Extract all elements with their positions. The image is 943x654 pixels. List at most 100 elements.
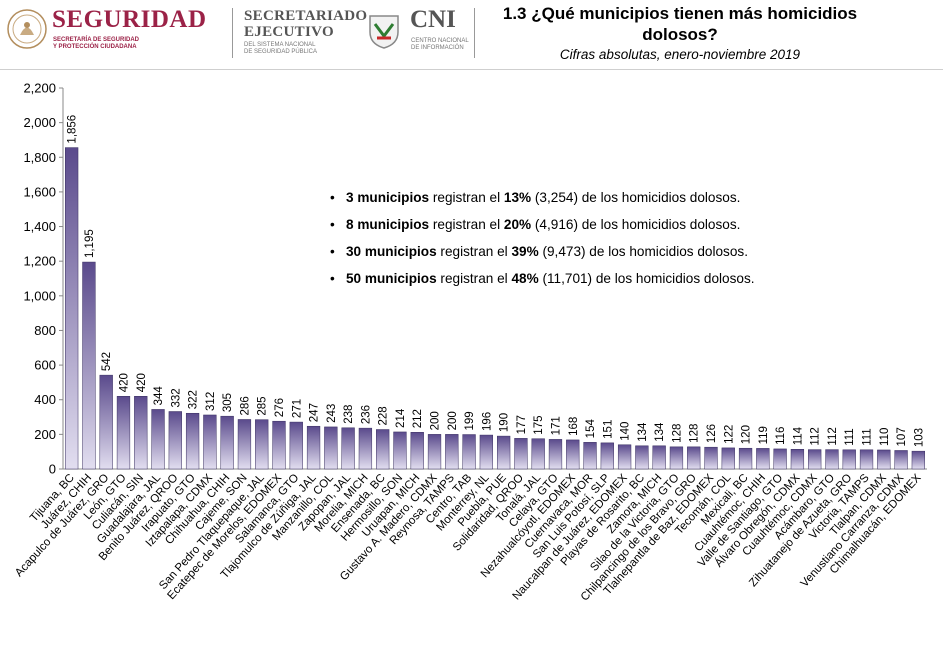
bar: [600, 442, 614, 470]
page-title: 1.3 ¿Qué municipios tienen más homicidio…: [470, 3, 890, 45]
y-tick-label: 200: [34, 427, 56, 442]
value-label: 154: [585, 419, 597, 439]
value-label: 107: [896, 427, 908, 446]
header-rule: [0, 69, 943, 70]
bar: [859, 449, 874, 470]
value-label: 116: [775, 427, 787, 445]
value-label: 111: [862, 428, 874, 445]
value-label: 420: [136, 373, 148, 392]
cni-sub-line-2: DE INFORMACIÓN: [411, 45, 464, 51]
value-label: 177: [516, 415, 528, 434]
value-label: 168: [568, 417, 580, 436]
summary-note: • 8 municipios registran el 20% (4,916) d…: [330, 217, 741, 232]
value-label: 276: [274, 398, 286, 417]
value-label: 247: [309, 403, 321, 422]
value-label: 196: [481, 412, 493, 431]
value-label: 212: [412, 409, 424, 428]
bar: [134, 396, 148, 470]
bar: [376, 429, 390, 470]
bar: [687, 446, 701, 470]
bar: [479, 434, 494, 470]
value-label: 134: [637, 422, 649, 442]
bar: [566, 439, 580, 470]
value-label: 1,195: [84, 229, 96, 258]
bar: [721, 447, 735, 470]
y-tick-label: 600: [34, 358, 56, 373]
bar: [99, 374, 113, 470]
value-labels: 1,856 1,195 542 420 420 344 332 322 312 305 286 285…: [67, 115, 926, 447]
secretariado-sub-line-1: DEL SISTEMA NACIONAL: [244, 42, 316, 48]
value-label: 134: [654, 422, 666, 442]
value-label: 322: [188, 390, 200, 409]
bar: [808, 449, 822, 470]
page-title-line-1: 1.3 ¿Qué municipios tienen más homicidio…: [502, 4, 858, 23]
y-tick-label: 1,800: [23, 150, 56, 165]
bar: [220, 415, 234, 470]
header-divider-2: [474, 8, 475, 58]
bar: [203, 414, 217, 470]
cni-sub-line-1: CENTRO NACIONAL: [411, 38, 469, 44]
value-label: 112: [827, 427, 839, 445]
value-label: 140: [620, 422, 632, 441]
value-label: 236: [360, 405, 372, 424]
bar: [427, 434, 442, 470]
value-label: 110: [879, 428, 891, 446]
value-label: 285: [257, 396, 269, 415]
value-label: 199: [464, 411, 476, 430]
value-label: 1,856: [67, 115, 79, 144]
y-tick-label: 1,000: [23, 288, 56, 303]
bar: [669, 446, 684, 470]
value-label: 126: [706, 424, 718, 443]
bar: [82, 261, 96, 470]
bar-chart: 0 200 400 600 800 1,000 1,200 1,400 1,600 1,800 2,…: [13, 81, 927, 604]
bar: [773, 448, 787, 470]
value-label: 243: [326, 404, 338, 423]
value-label: 128: [671, 424, 683, 443]
page-title-line-2: dolosos?: [642, 25, 718, 44]
bars: [64, 147, 926, 470]
cni-shield-icon: [369, 15, 399, 49]
summary-note: • 50 municipios registran el 48% (11,701)…: [330, 271, 755, 286]
value-label: 200: [447, 411, 459, 430]
bar: [324, 426, 338, 470]
bar: [306, 425, 321, 470]
bar: [341, 427, 355, 470]
secretariado-sub-line-2: DE SEGURIDAD PÚBLICA: [244, 49, 318, 55]
value-label: 305: [222, 393, 234, 412]
bar: [64, 147, 79, 470]
cni-logo-subtitle: CENTRO NACIONAL DE INFORMACIÓN: [411, 38, 469, 52]
seguridad-logo-subtitle: SECRETARÍA DE SEGURIDAD Y PROTECCIÓN CIU…: [53, 37, 139, 51]
coat-of-arms-icon: [7, 9, 47, 49]
bar: [168, 411, 182, 470]
bar: [911, 450, 926, 470]
summary-note: • 30 municipios registran el 39% (9,473) …: [330, 244, 748, 259]
value-label: 120: [741, 425, 753, 444]
bar: [617, 444, 632, 470]
header: SEGURIDAD SECRETARÍA DE SEGURIDAD Y PROT…: [0, 0, 943, 72]
value-label: 103: [913, 428, 925, 447]
bar: [652, 445, 666, 470]
seguridad-subtitle-line-2: Y PROTECCIÓN CIUDADANA: [53, 44, 137, 50]
y-tick-label: 2,000: [23, 115, 56, 130]
y-tick-label: 2,200: [23, 81, 56, 96]
bar: [583, 442, 597, 470]
cni-logo-title: CNI: [410, 6, 456, 33]
value-label: 312: [205, 392, 217, 411]
value-label: 344: [153, 386, 165, 406]
bar: [635, 445, 649, 470]
value-label: 214: [395, 408, 407, 428]
bar: [462, 434, 476, 470]
value-label: 114: [792, 426, 804, 445]
value-label: 271: [291, 399, 303, 418]
bar: [877, 449, 891, 470]
bar: [116, 396, 131, 470]
y-tick-label: 1,200: [23, 254, 56, 269]
bar: [704, 446, 718, 470]
bar: [531, 438, 545, 470]
value-label: 151: [602, 420, 614, 439]
bar: [151, 409, 165, 470]
bar: [894, 450, 908, 470]
bar: [358, 427, 373, 470]
value-label: 122: [723, 425, 735, 444]
